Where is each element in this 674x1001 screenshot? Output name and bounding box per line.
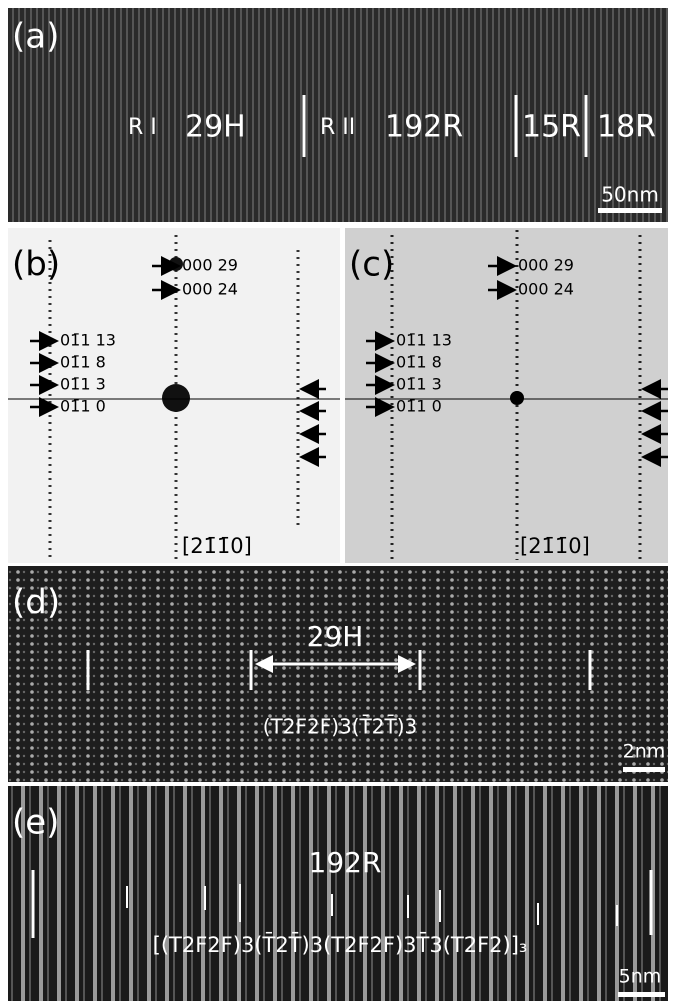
spot-label: 01̄1 3: [396, 375, 442, 394]
scale-label: 5nm: [619, 966, 662, 988]
panel-label: (b): [12, 245, 60, 285]
region-label: 192R: [385, 110, 463, 145]
scale-label: 2nm: [623, 741, 666, 763]
scale-bar: [598, 208, 662, 213]
scale-label: 50nm: [601, 183, 659, 207]
region-label: 18R: [597, 110, 656, 145]
spot-label: 01̄1 13: [396, 331, 452, 350]
spot-label: 01̄1 8: [396, 353, 442, 372]
central-spot: [162, 384, 190, 412]
spot-label: 01̄1 3: [60, 375, 106, 394]
period-label: 192R: [309, 846, 382, 879]
stacking-sequence: [(T2F2F)3(T̄2T̄)3(T2F2F)3T̄3(T2F2)]₃: [153, 932, 528, 957]
spot-label: 000 29: [182, 256, 238, 275]
spot-label: 01̄1 13: [60, 331, 116, 350]
spot: [169, 257, 183, 271]
figure: (a) R I 29H R II 192R 15R 18R 50nm (b) 00…: [0, 0, 674, 1001]
zone-axis: [21̄1̄0]: [182, 534, 252, 558]
region-label: 15R: [522, 110, 581, 145]
panel-label: (d): [12, 583, 60, 623]
stacking-sequence: (T2F2F)3(T̄2T̄)3: [263, 714, 418, 739]
panel-e-image: [8, 786, 668, 1001]
panel-label: (a): [12, 17, 59, 57]
region-label: 29H: [185, 110, 246, 145]
period-label: 29H: [307, 620, 364, 653]
scale-bar: [618, 992, 665, 997]
spot-label: 000 24: [518, 280, 574, 299]
spot-label: 01̄1 0: [60, 397, 106, 416]
spot-label: 000 29: [518, 256, 574, 275]
spot-label: 01̄1 8: [60, 353, 106, 372]
panel-label: (e): [12, 803, 59, 843]
zone-axis: [21̄1̄0]: [520, 534, 590, 558]
panel-d-image: [8, 566, 668, 782]
region-label: R I: [128, 115, 157, 140]
panel-label: (c): [349, 245, 394, 285]
region-label: R II: [320, 115, 355, 140]
central-spot: [510, 391, 524, 405]
scale-bar: [623, 767, 665, 772]
spot-label: 000 24: [182, 280, 238, 299]
spot-label: 01̄1 0: [396, 397, 442, 416]
